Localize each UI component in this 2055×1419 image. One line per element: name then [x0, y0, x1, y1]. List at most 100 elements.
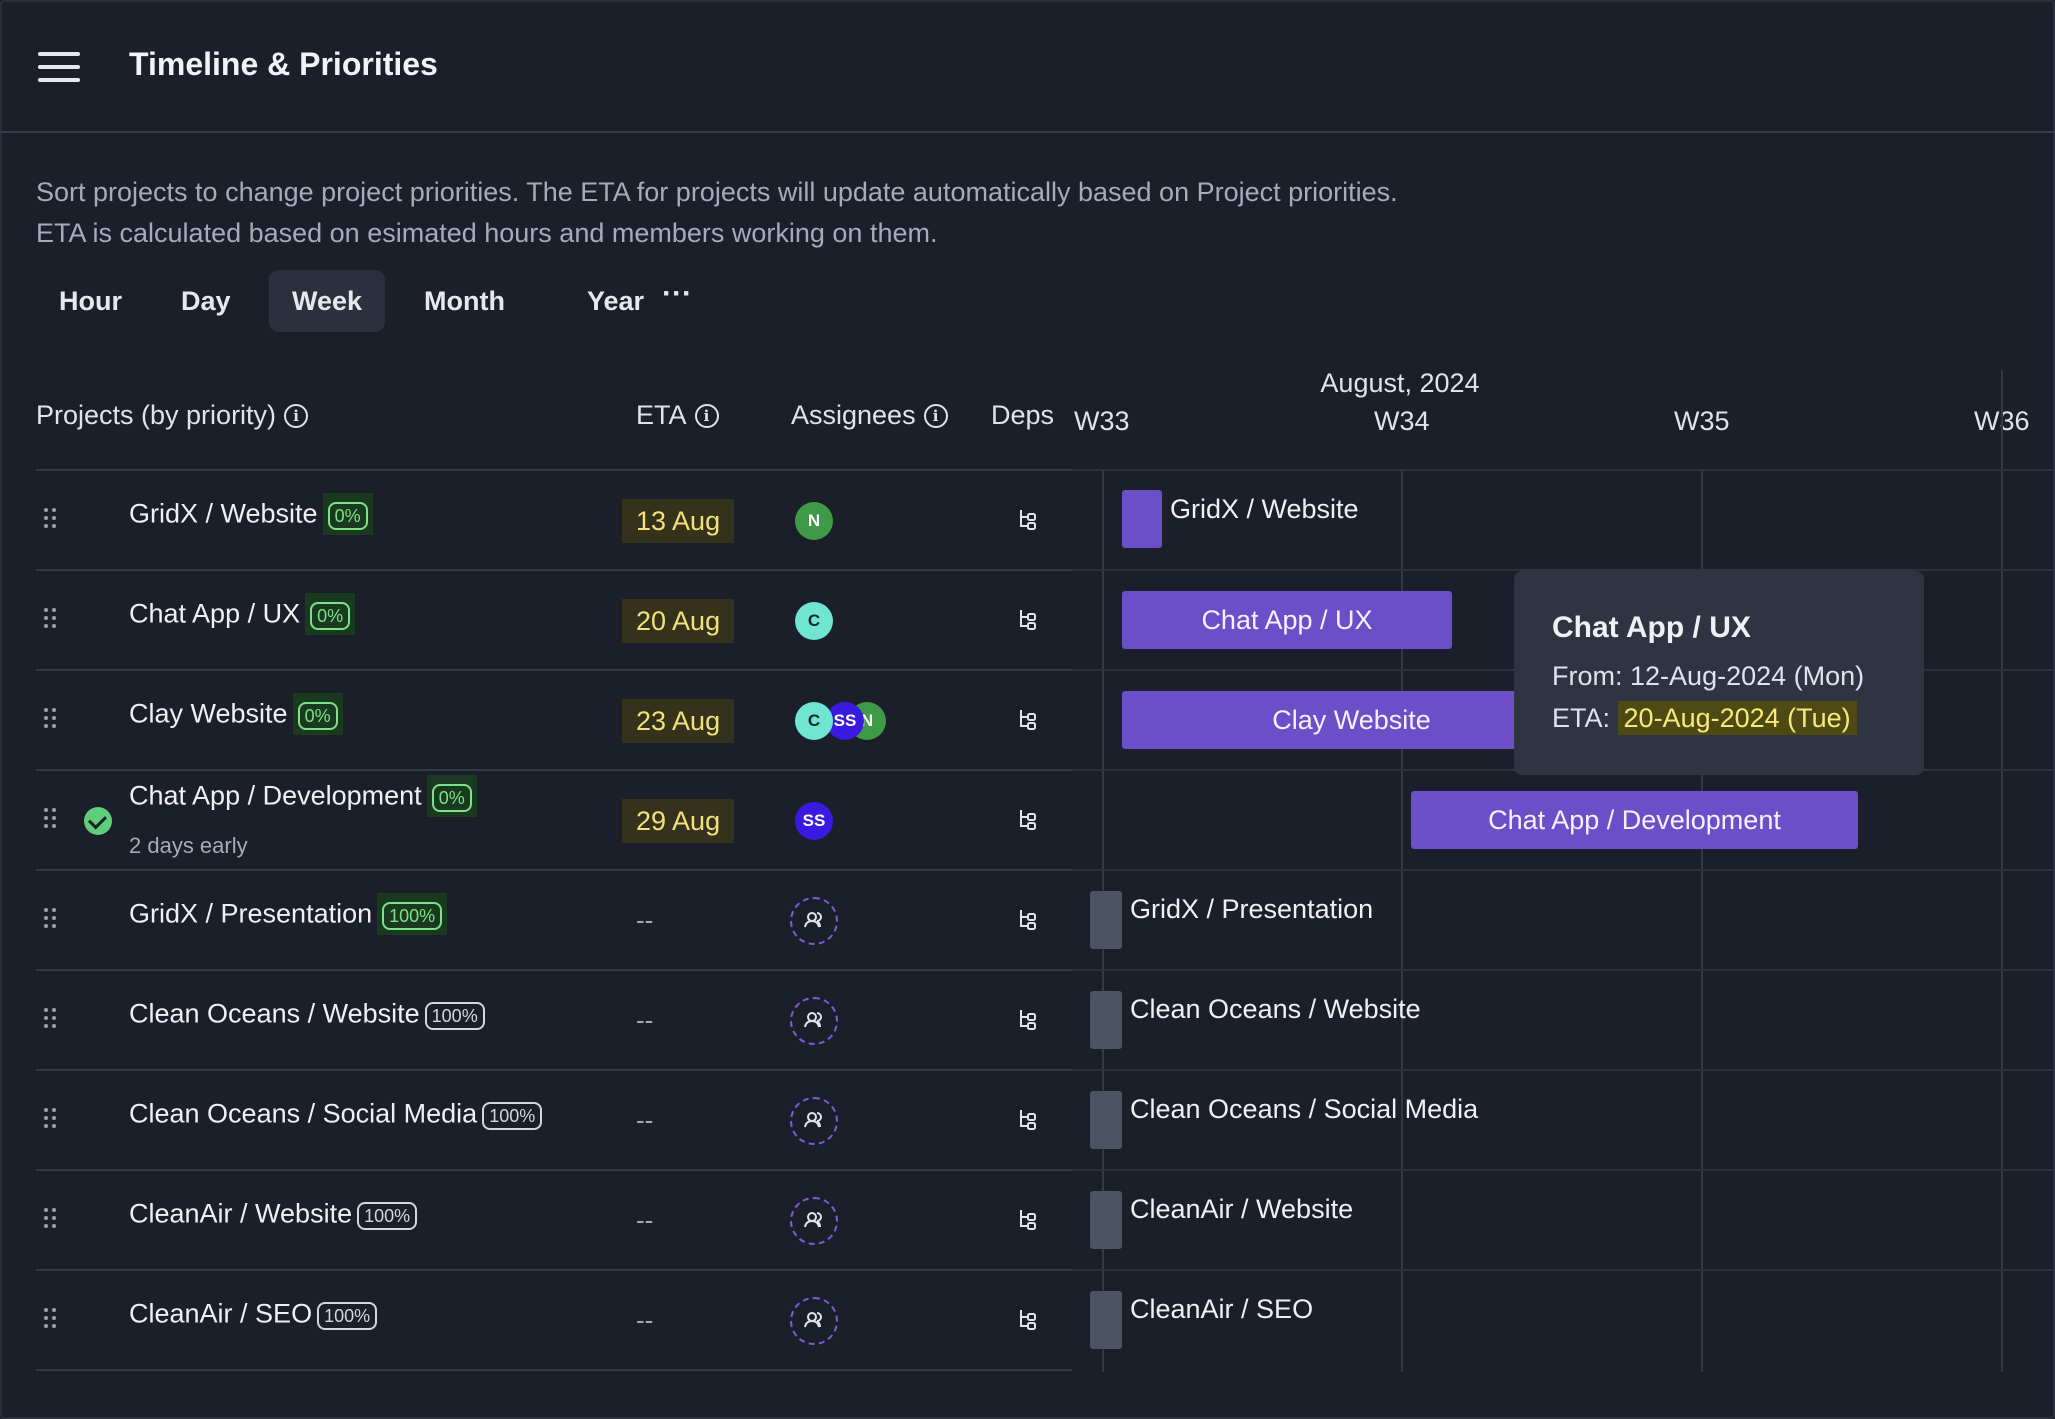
info-icon[interactable]: i: [284, 404, 309, 428]
tab-month[interactable]: Month: [424, 286, 505, 316]
avatar[interactable]: N: [795, 502, 833, 540]
avatar[interactable]: C: [795, 702, 833, 740]
row-divider: [1072, 869, 2055, 871]
drag-handle-icon[interactable]: [44, 908, 58, 930]
tab-day[interactable]: Day: [181, 286, 231, 316]
timeline-bar-cleanair-seo[interactable]: [1090, 1291, 1122, 1349]
add-assignee-icon[interactable]: [790, 1297, 838, 1345]
tab-week[interactable]: Week: [269, 270, 386, 332]
row-divider: [1072, 969, 2055, 971]
drag-handle-icon[interactable]: [44, 708, 58, 730]
timeline-bar-label: Clean Oceans / Social Media: [1130, 1094, 1479, 1124]
tooltip-title: Chat App / UX: [1552, 611, 1751, 644]
project-name[interactable]: GridX / Presentation 100%: [129, 893, 448, 935]
description-line: Sort projects to change project prioriti…: [36, 177, 1398, 207]
tab-hour[interactable]: Hour: [59, 286, 122, 316]
progress-badge: 100%: [317, 1293, 378, 1335]
eta-badge: 13 Aug: [622, 499, 735, 543]
timeline-gridline: [1401, 470, 1403, 1372]
project-name[interactable]: Clean Oceans / Social Media 100%: [129, 1093, 543, 1135]
progress-badge: 100%: [424, 993, 485, 1035]
progress-value: 100%: [382, 902, 443, 930]
timeline-bar-chat-app-development[interactable]: Chat App / Development: [1411, 791, 1858, 849]
bar-tooltip: Chat App / UX From: 12-Aug-2024 (Mon) ET…: [1514, 571, 1924, 775]
tooltip-from: From: 12-Aug-2024 (Mon): [1552, 655, 1886, 697]
drag-handle-icon[interactable]: [44, 608, 58, 630]
project-name-text: Chat App / Development: [129, 780, 422, 811]
project-row[interactable]: Chat App / Development 0% 2 days early 29…: [0, 771, 1072, 869]
dependencies-icon[interactable]: [1016, 1307, 1040, 1333]
project-name[interactable]: Chat App / UX 0%: [129, 593, 356, 635]
project-name[interactable]: GridX / Website 0%: [129, 493, 373, 535]
progress-value: 0%: [297, 702, 338, 730]
timeline-gridline: [2001, 370, 2003, 470]
project-row[interactable]: Clean Oceans / Website 100% --: [0, 971, 1072, 1069]
project-name-text: Clay Website: [129, 698, 288, 729]
info-icon[interactable]: i: [694, 404, 719, 428]
drag-handle-icon[interactable]: [44, 808, 58, 830]
progress-value: 100%: [357, 1202, 418, 1230]
dependencies-icon[interactable]: [1016, 1107, 1040, 1133]
project-name-text: GridX / Website: [129, 498, 318, 529]
dependencies-icon[interactable]: [1016, 1207, 1040, 1233]
eta-empty: --: [636, 1105, 654, 1135]
drag-handle-icon[interactable]: [44, 1208, 58, 1230]
progress-value: 0%: [431, 784, 472, 812]
timeline-gridline: [1701, 470, 1703, 1372]
row-divider: [36, 969, 1072, 971]
description-line: ETA is calculated based on esimated hour…: [36, 218, 938, 248]
project-name[interactable]: Chat App / Development 0%: [129, 775, 477, 817]
project-name-text: Clean Oceans / Social Media: [129, 1098, 478, 1129]
eta-empty: --: [636, 1305, 654, 1335]
column-header-label: Assignees: [791, 400, 916, 430]
add-assignee-icon[interactable]: [790, 897, 838, 945]
project-row[interactable]: GridX / Website 0% 13 Aug N: [0, 471, 1072, 569]
timeline-bar-gridx-website[interactable]: [1122, 490, 1162, 548]
week-label: W33: [1074, 406, 1130, 436]
dependencies-icon[interactable]: [1016, 907, 1040, 933]
column-header-projects: Projects (by priority) i: [36, 400, 309, 431]
dependencies-icon[interactable]: [1016, 607, 1040, 633]
timeline-bar-cleanair-website[interactable]: [1090, 1191, 1122, 1249]
project-name[interactable]: CleanAir / SEO 100%: [129, 1293, 378, 1335]
info-icon[interactable]: i: [923, 404, 948, 428]
dependencies-icon[interactable]: [1016, 807, 1040, 833]
project-row[interactable]: GridX / Presentation 100% --: [0, 871, 1072, 969]
tab-year[interactable]: Year: [587, 286, 645, 316]
avatar[interactable]: C: [795, 602, 833, 640]
project-row[interactable]: Clean Oceans / Social Media 100% --: [0, 1071, 1072, 1169]
menu-icon[interactable]: [38, 52, 80, 82]
top-bar: Timeline & Priorities: [0, 0, 2055, 133]
timeline-bar-clean-oceans-social-media[interactable]: [1090, 1091, 1122, 1149]
column-header-label: Projects (by priority): [36, 400, 277, 430]
row-divider: [36, 769, 1072, 771]
drag-handle-icon[interactable]: [44, 508, 58, 530]
dependencies-icon[interactable]: [1016, 1007, 1040, 1033]
project-name[interactable]: CleanAir / Website 100%: [129, 1193, 418, 1235]
drag-handle-icon[interactable]: [44, 1308, 58, 1330]
project-name[interactable]: Clean Oceans / Website 100%: [129, 993, 485, 1035]
dependencies-icon[interactable]: [1016, 707, 1040, 733]
project-name[interactable]: Clay Website 0%: [129, 693, 343, 735]
project-row[interactable]: Chat App / UX 0% 20 Aug C: [0, 571, 1072, 669]
project-row[interactable]: CleanAir / SEO 100% --: [0, 1271, 1072, 1369]
add-assignee-icon[interactable]: [790, 1097, 838, 1145]
schedule-status: 2 days early: [129, 833, 248, 858]
add-assignee-icon[interactable]: [790, 1197, 838, 1245]
project-row[interactable]: CleanAir / Website 100% --: [0, 1171, 1072, 1269]
add-assignee-icon[interactable]: [790, 997, 838, 1045]
row-divider: [36, 1069, 1072, 1071]
more-options-icon[interactable]: ···: [662, 277, 692, 310]
timeline-bar-chat-app-ux[interactable]: Chat App / UX: [1122, 591, 1452, 649]
drag-handle-icon[interactable]: [44, 1108, 58, 1130]
progress-value: 100%: [424, 1002, 485, 1030]
timeline-bar-gridx-presentation[interactable]: [1090, 891, 1122, 949]
drag-handle-icon[interactable]: [44, 1008, 58, 1030]
timeline-bar-clay-website[interactable]: Clay Website: [1122, 691, 1581, 749]
tooltip-eta-label: ETA:: [1552, 703, 1611, 733]
project-row[interactable]: Clay Website 0% 23 Aug N SS C: [0, 671, 1072, 769]
dependencies-icon[interactable]: [1016, 507, 1040, 533]
timeline-bar-clean-oceans-website[interactable]: [1090, 991, 1122, 1049]
avatar[interactable]: SS: [795, 802, 833, 840]
